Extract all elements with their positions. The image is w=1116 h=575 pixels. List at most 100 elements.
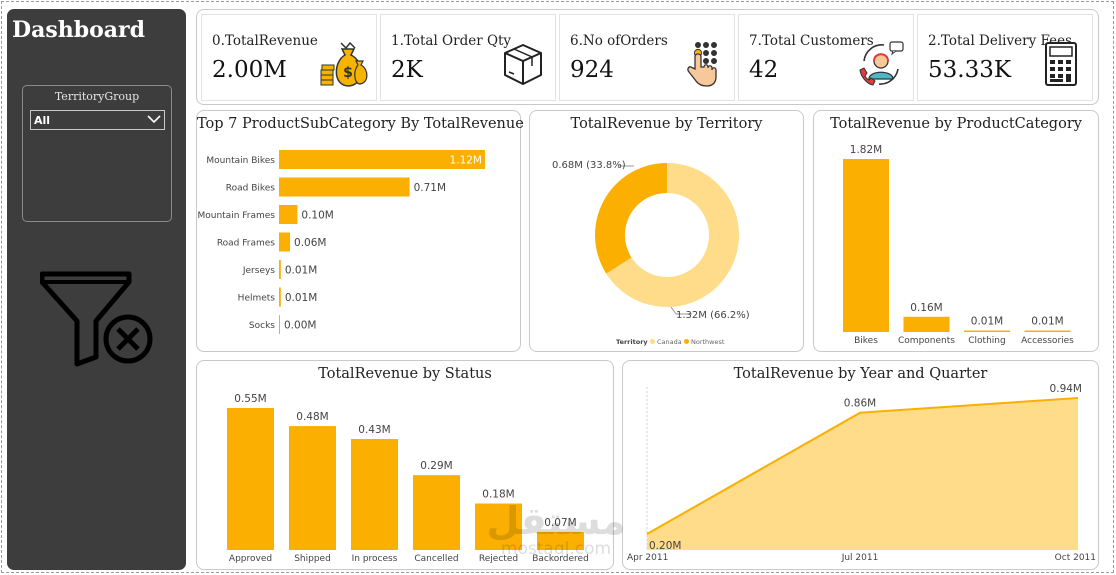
category-label: Helmets (238, 294, 276, 304)
category-bar-chart: 1.82M Bikes 0.16M Components 0.01M Clothing 0.… (843, 144, 1074, 346)
kpi-value: 42 (749, 57, 779, 83)
status-bar-chart: 0.55M Approved 0.48M Shipped 0.43M In process… (227, 393, 589, 564)
bar (227, 408, 274, 550)
data-label: 0.01M (285, 265, 317, 277)
svg-text:$: $ (343, 65, 353, 81)
category-label: Rejected (479, 554, 518, 564)
bar (279, 260, 281, 279)
kpi-card-delivery-fees: 2.Total Delivery Fees 53.33K (917, 14, 1093, 101)
data-label: 1.12M (450, 155, 482, 167)
customer-support-icon (859, 41, 904, 86)
bar (475, 503, 522, 550)
data-label: 0.29M (420, 460, 452, 472)
legend-entry: Northwest (691, 338, 725, 346)
calculator-icon (1045, 42, 1077, 86)
bar (279, 205, 298, 224)
kpi-card-orders: 6.No ofOrders 924 (559, 14, 735, 101)
legend-marker (684, 339, 689, 344)
chart-title: Top 7 ProductSubCategory By TotalRevenue (197, 116, 524, 132)
chart-title: TotalRevenue by Territory (570, 116, 763, 132)
category-label: Mountain Bikes (206, 156, 275, 166)
category-label: Accessories (1021, 336, 1074, 346)
data-label: 0.07M (544, 517, 576, 529)
legend-entry: Canada (657, 338, 682, 346)
chart-title: TotalRevenue by Status (318, 366, 492, 382)
category-label: Approved (229, 554, 272, 564)
data-label: 0.10M (301, 210, 333, 222)
data-label: 0.01M (1031, 316, 1063, 328)
donut-slice (595, 163, 667, 274)
category-label: Road Bikes (226, 184, 276, 194)
territory-chart-card: TotalRevenue by Territory 1.32M (66.2%) 0… (529, 110, 804, 352)
data-label: 0.06M (294, 237, 326, 249)
legend-marker (650, 339, 655, 344)
money-bags-icon: $ (320, 41, 368, 87)
data-label: 0.01M (971, 316, 1003, 328)
slicer-title: TerritoryGroup (54, 90, 140, 103)
category-label: Shipped (294, 554, 331, 564)
data-label: 0.16M (910, 302, 942, 314)
data-label: 0.55M (234, 393, 266, 405)
territory-group-dropdown[interactable]: All (30, 110, 165, 130)
category-label: Backordered (532, 554, 589, 564)
bar (843, 159, 889, 332)
kpi-value: 2.00M (212, 57, 287, 83)
kpi-label: 6.No ofOrders (570, 33, 668, 49)
bar (279, 315, 280, 334)
kpi-value: 2K (391, 57, 423, 83)
category-label: Components (898, 336, 955, 346)
subcategory-bar-chart: Mountain Bikes 1.12M Road Bikes 0.71M Mounta… (197, 150, 485, 334)
kpi-card-customers: 7.Total Customers 42 (738, 14, 914, 101)
bar (413, 475, 460, 550)
subcategory-chart-card: Top 7 ProductSubCategory By TotalRevenue… (196, 110, 524, 352)
dashboard-title: Dashboard (12, 17, 145, 43)
series-line (646, 397, 1079, 535)
category-label: Bikes (854, 336, 878, 346)
bar (903, 316, 950, 332)
bar (289, 426, 336, 550)
chart-title: TotalRevenue by ProductCategory (830, 116, 1082, 132)
category-chart-card: TotalRevenue by ProductCategory 1.82M Bik… (813, 110, 1099, 352)
kpi-strip: 0.TotalRevenue 2.00M $ 1.Total Order Qty… (196, 9, 1099, 105)
kpi-label: 7.Total Customers (749, 33, 874, 49)
x-tick-label: Oct 2011 (1055, 553, 1096, 563)
category-label: In process (352, 554, 398, 564)
category-label: Clothing (968, 336, 1005, 346)
dropdown-selected-value: All (34, 114, 51, 127)
data-label: 0.20M (649, 540, 681, 552)
status-chart-card: TotalRevenue by Status 0.55M Approved 0.48… (196, 360, 614, 570)
clear-filter-icon[interactable] (40, 271, 155, 369)
quarter-chart-card: TotalRevenue by Year and Quarter 0.20M Ap… (622, 360, 1099, 570)
data-label: 0.68M (33.8%) (552, 160, 626, 171)
kpi-card-order-qty: 1.Total Order Qty 2K (380, 14, 556, 101)
bar (537, 531, 584, 550)
data-label: 0.71M (414, 182, 446, 194)
category-label: Mountain Frames (197, 211, 275, 221)
package-box-icon (504, 44, 542, 85)
bar (1024, 330, 1071, 332)
data-label: 1.82M (850, 144, 882, 156)
kpi-value: 53.33K (928, 57, 1012, 83)
kpi-label: 1.Total Order Qty (391, 33, 512, 49)
bar (279, 150, 485, 169)
data-label: 1.32M (66.2%) (676, 310, 750, 321)
data-label: 0.43M (358, 424, 390, 436)
kpi-label: 2.Total Delivery Fees (928, 33, 1073, 49)
category-label: Cancelled (414, 554, 458, 564)
touch-keypad-icon (687, 42, 717, 87)
x-tick-label: Jul 2011 (841, 553, 879, 563)
data-label: 0.86M (844, 398, 876, 410)
kpi-card-total-revenue: 0.TotalRevenue 2.00M $ (201, 14, 377, 101)
category-label: Socks (249, 321, 275, 331)
bar (279, 232, 291, 252)
territory-group-slicer: TerritoryGroup All (22, 85, 172, 222)
kpi-value: 924 (570, 57, 614, 83)
legend-title: Territory (616, 338, 648, 346)
category-label: Road Frames (217, 239, 275, 249)
bar (279, 177, 410, 197)
kpi-label: 0.TotalRevenue (212, 33, 318, 49)
area-fill (647, 398, 1078, 550)
sidebar: Dashboard TerritoryGroup All (7, 9, 186, 570)
